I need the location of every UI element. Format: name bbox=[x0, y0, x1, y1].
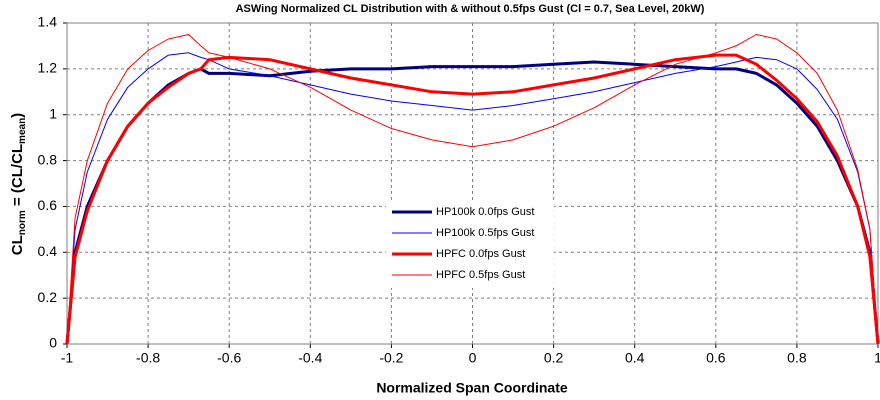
legend-label: HP100k 0.0fps Gust bbox=[436, 206, 534, 218]
y-label-part: mean bbox=[17, 118, 28, 144]
legend-label: HPFC 0.0fps Gust bbox=[436, 248, 525, 260]
legend-box bbox=[386, 200, 554, 288]
y-label-part: norm bbox=[17, 210, 28, 235]
y-tick-label: 1.2 bbox=[38, 60, 58, 76]
y-tick-label: 0.8 bbox=[38, 151, 58, 167]
x-tick-label: -1 bbox=[61, 350, 74, 366]
y-axis-label: CLnorm = (CL/CLmean) bbox=[9, 113, 28, 255]
y-tick-label: 1.4 bbox=[38, 14, 58, 30]
x-tick-label: -0.6 bbox=[217, 350, 241, 366]
legend-label: HP100k 0.5fps Gust bbox=[436, 227, 534, 239]
x-tick-label: 0 bbox=[469, 350, 477, 366]
series-line bbox=[66, 34, 879, 345]
series-line bbox=[66, 52, 879, 345]
x-tick-label: 0.2 bbox=[544, 350, 564, 366]
y-tick-label: 0.6 bbox=[38, 197, 58, 213]
chart-title: ASWing Normalized CL Distribution with &… bbox=[236, 3, 705, 15]
x-tick-label: -0.2 bbox=[379, 350, 403, 366]
y-label-part: ) bbox=[9, 113, 26, 118]
y-tick-label: 0.2 bbox=[38, 289, 58, 305]
x-tick-label: -0.4 bbox=[298, 350, 322, 366]
x-axis-label: Normalized Span Coordinate bbox=[376, 380, 568, 396]
series-line bbox=[65, 53, 880, 345]
x-tick-label: 0.4 bbox=[625, 350, 645, 366]
y-tick-label: 0 bbox=[49, 335, 57, 351]
y-tick-label: 0.4 bbox=[38, 243, 58, 259]
y-label-part: = (CL/CL bbox=[9, 144, 26, 210]
y-tick-label: 1 bbox=[49, 105, 57, 121]
x-tick-label: 0.8 bbox=[787, 350, 807, 366]
legend-label: HPFC 0.5fps Gust bbox=[436, 269, 525, 281]
y-label-part: CL bbox=[9, 235, 26, 255]
x-tick-label: 1 bbox=[874, 350, 880, 366]
plot-frame bbox=[66, 22, 879, 345]
x-tick-label: -0.8 bbox=[136, 350, 160, 366]
x-tick-label: 0.6 bbox=[706, 350, 726, 366]
